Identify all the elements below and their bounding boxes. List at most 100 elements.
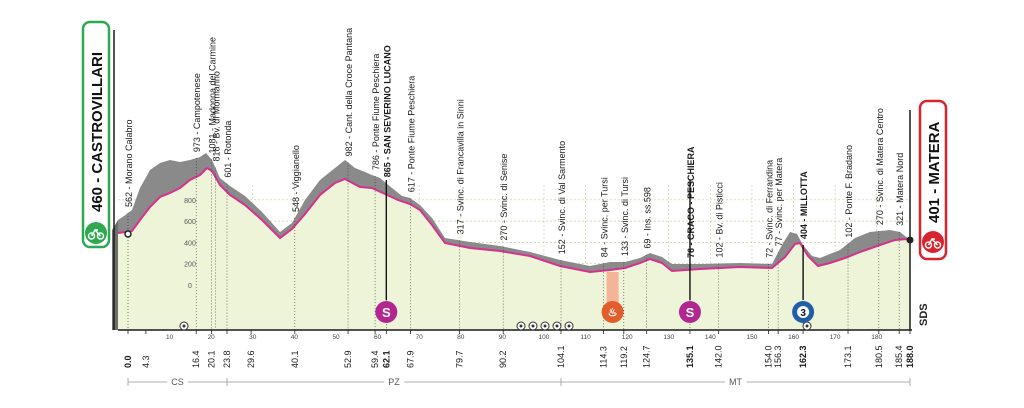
finish-badge-text: 401 - MATERA <box>926 121 943 223</box>
waypoint-label: 317 - Svinc. di Francavilla in Sinni <box>456 99 466 234</box>
waypoint-label: 76 - CRACO - PESCHIERA <box>686 146 696 258</box>
km-label: 79.7 <box>455 350 465 368</box>
axis-tick-label: 70 <box>416 334 424 341</box>
km-label: 180.5 <box>874 345 884 368</box>
axis-tick-label: 140 <box>705 334 716 341</box>
axis-tick-label: 10 <box>166 334 174 341</box>
elevation-tick-label: 800 <box>184 198 196 205</box>
waypoint-label: 102 - Bv. di Pisticci <box>715 182 725 257</box>
axis-tick-label: 30 <box>249 334 257 341</box>
axis-tick-label: 60 <box>374 334 382 341</box>
axis-tick-label: 160 <box>788 334 799 341</box>
waypoint-label: 1081 - Madonna del Carmine <box>208 37 218 154</box>
waypoint-label: 548 - Viggianello <box>291 145 301 212</box>
technical-point-icon-dot <box>805 324 809 328</box>
waypoint-label: 818 - Bv. di Mormanno <box>211 71 221 161</box>
elevation-tick-label: 200 <box>184 262 196 269</box>
waypoint-labels: 562 - Morano Calabro 973 - Campotenese 108… <box>124 28 905 330</box>
finish-badge-frame <box>918 99 948 261</box>
stage-markers: S ♨ S 3 <box>179 180 815 331</box>
waypoint-label: 786 - Ponte Fiume Peschiera <box>371 54 381 171</box>
region-label: PZ <box>388 377 400 387</box>
km-label: 90.2 <box>498 350 508 368</box>
km-label: 16.4 <box>191 350 201 368</box>
axis-tick-label: 80 <box>457 334 465 341</box>
waypoint-label: 133 - Svinc. di Tursi <box>620 177 630 256</box>
finish-name: MATERA <box>926 121 943 184</box>
km-label: 114.3 <box>598 346 608 368</box>
axis-tick-label: 150 <box>747 334 758 341</box>
axis-tick-label: 170 <box>830 334 841 341</box>
km-label: 124.7 <box>642 345 652 368</box>
km-label: 173.1 <box>843 345 853 368</box>
axis-tick-label: 130 <box>663 334 674 341</box>
waypoint-label: 617 - Ponte Fiume Peschiera <box>406 76 416 193</box>
axis-tick-label: 20 <box>208 334 216 341</box>
region-label-bg <box>725 376 747 388</box>
axis-tick-label: 120 <box>622 334 633 341</box>
waypoint-label: 102 - Ponte F. Bradano <box>844 145 854 238</box>
sprint-icon <box>375 301 398 323</box>
km-label: 62.1 <box>381 350 391 368</box>
finish-bike-icon <box>924 237 942 249</box>
technical-point-icon-dot <box>543 324 547 328</box>
start-badge: 460 - CASTROVILLARI <box>81 20 111 249</box>
region-label: MT <box>729 377 742 387</box>
waypoint-label: 152 - Svinc. di Val Sarmento <box>557 141 567 254</box>
finish-badge: 401 - MATERA <box>918 99 948 261</box>
finish-dot <box>906 236 914 244</box>
elevation-tick-label: 0 <box>188 283 192 290</box>
km-label: 59.4 <box>370 350 380 368</box>
waypoint-label: 270 - Svinc. di Matera Centro <box>875 108 885 225</box>
start-wall <box>112 220 118 330</box>
start-name: CASTROVILLARI <box>89 52 106 174</box>
waypoint-label: 72 - Svinc. di Ferrandina <box>765 160 775 258</box>
start-icon-circle <box>85 222 107 244</box>
km-label: 29.6 <box>246 350 256 368</box>
technical-point-icon-dot <box>567 324 571 328</box>
waypoint-label: 562 - Morano Calabro <box>124 119 134 207</box>
km-label: 135.1 <box>685 345 695 368</box>
technical-point-icon-dot <box>555 324 559 328</box>
road-shadow <box>118 153 910 272</box>
axis-tick-label: 90 <box>499 334 507 341</box>
axis-tick-label: 180 <box>871 334 882 341</box>
km-label: 67.9 <box>405 350 415 368</box>
waypoint-label: 404 - MILLOTTA <box>799 171 809 239</box>
terrain-fill <box>118 168 910 330</box>
km-label: 142.0 <box>714 345 724 368</box>
waypoint-label: 865 - SAN SEVERINO LUCANO <box>382 45 392 177</box>
km-label: 20.1 <box>207 350 217 368</box>
km-label: 154.0 <box>764 345 774 368</box>
start-badge-frame <box>81 20 111 249</box>
sprint-icon <box>678 301 701 323</box>
gradient-line <box>117 166 911 274</box>
kom-symbol: 3 <box>800 308 806 319</box>
sprint-symbol: S <box>686 305 695 320</box>
waypoint-label: 982 - Cant. della Croce Pantana <box>344 28 354 157</box>
km-label: 0.0 <box>123 355 133 368</box>
km-label: 40.1 <box>290 350 300 368</box>
region-label-bg <box>167 376 188 388</box>
waypoint-label: 69 - Ins. ss.598 <box>643 187 653 249</box>
km-label: 23.8 <box>222 350 232 368</box>
axis-tick-label: 100 <box>539 334 550 341</box>
finish-icon-circle <box>922 231 944 253</box>
region-label: CS <box>171 377 184 387</box>
technical-point-icon-dot <box>182 324 186 328</box>
sprint-symbol: S <box>382 305 391 320</box>
axis-tick-label: 40 <box>291 334 299 341</box>
feed-zone-symbol: ♨ <box>608 307 618 319</box>
km-label: 156.3 <box>773 345 783 368</box>
km-label: 4.3 <box>141 355 151 368</box>
region-label-bg <box>384 376 405 388</box>
waypoint-label: 84 - Svinc. per Tursi <box>599 177 609 257</box>
elevation-tick-label: 600 <box>184 219 196 226</box>
finish-elevation: 401 <box>926 198 943 223</box>
feed-zone-icon <box>601 301 624 323</box>
technical-point-icon-dot <box>531 324 535 328</box>
sds-label: SDS <box>918 303 930 326</box>
region-bar: CS PZ MT <box>127 376 911 388</box>
waypoint-label: 321 - Matera Nord <box>895 153 905 226</box>
